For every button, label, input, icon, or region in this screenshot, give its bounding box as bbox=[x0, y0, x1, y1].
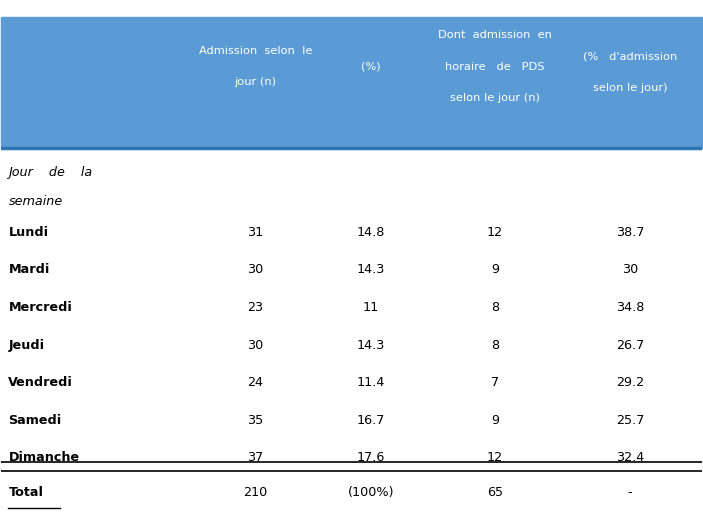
Text: Samedi: Samedi bbox=[8, 414, 62, 427]
Text: -: - bbox=[628, 486, 632, 499]
Text: 8: 8 bbox=[491, 339, 499, 352]
Text: 11: 11 bbox=[363, 301, 379, 314]
Text: 23: 23 bbox=[247, 301, 264, 314]
Text: Total: Total bbox=[8, 486, 44, 499]
Text: Mercredi: Mercredi bbox=[8, 301, 72, 314]
Text: (100%): (100%) bbox=[347, 486, 394, 499]
Text: 37: 37 bbox=[247, 452, 264, 464]
Text: 16.7: 16.7 bbox=[356, 414, 385, 427]
Text: 14.8: 14.8 bbox=[356, 226, 385, 239]
Text: 210: 210 bbox=[243, 486, 267, 499]
Text: 9: 9 bbox=[491, 264, 499, 276]
Text: Admission  selon  le: Admission selon le bbox=[198, 46, 312, 56]
Text: (%   d'admission: (% d'admission bbox=[583, 51, 677, 61]
Text: 30: 30 bbox=[621, 264, 638, 276]
Text: 9: 9 bbox=[491, 414, 499, 427]
Text: 29.2: 29.2 bbox=[616, 376, 644, 389]
Text: 30: 30 bbox=[247, 339, 264, 352]
Text: Mardi: Mardi bbox=[8, 264, 50, 276]
Text: (%): (%) bbox=[361, 61, 380, 72]
Bar bbox=[1, 17, 702, 148]
Text: 24: 24 bbox=[247, 376, 263, 389]
Text: 34.8: 34.8 bbox=[616, 301, 644, 314]
Text: Dont  admission  en: Dont admission en bbox=[438, 30, 552, 40]
Text: 14.3: 14.3 bbox=[356, 339, 385, 352]
Text: jour (n): jour (n) bbox=[234, 77, 276, 87]
Text: 11.4: 11.4 bbox=[356, 376, 385, 389]
Text: 12: 12 bbox=[487, 452, 503, 464]
Text: selon le jour (n): selon le jour (n) bbox=[450, 93, 540, 103]
Text: 17.6: 17.6 bbox=[356, 452, 385, 464]
Text: 31: 31 bbox=[247, 226, 264, 239]
Text: 38.7: 38.7 bbox=[616, 226, 644, 239]
Text: semaine: semaine bbox=[8, 195, 63, 208]
Text: Jeudi: Jeudi bbox=[8, 339, 44, 352]
Text: 12: 12 bbox=[487, 226, 503, 239]
Text: 35: 35 bbox=[247, 414, 264, 427]
Text: selon le jour): selon le jour) bbox=[593, 82, 667, 92]
Text: 7: 7 bbox=[491, 376, 499, 389]
Text: Jour    de    la: Jour de la bbox=[8, 166, 93, 179]
Text: Lundi: Lundi bbox=[8, 226, 49, 239]
Text: 26.7: 26.7 bbox=[616, 339, 644, 352]
Text: Dimanche: Dimanche bbox=[8, 452, 79, 464]
Text: Vendredi: Vendredi bbox=[8, 376, 73, 389]
Text: 65: 65 bbox=[487, 486, 503, 499]
Text: 8: 8 bbox=[491, 301, 499, 314]
Text: 30: 30 bbox=[247, 264, 264, 276]
Text: horaire   de   PDS: horaire de PDS bbox=[445, 61, 545, 72]
Text: 14.3: 14.3 bbox=[356, 264, 385, 276]
Text: 32.4: 32.4 bbox=[616, 452, 644, 464]
Text: 25.7: 25.7 bbox=[616, 414, 644, 427]
